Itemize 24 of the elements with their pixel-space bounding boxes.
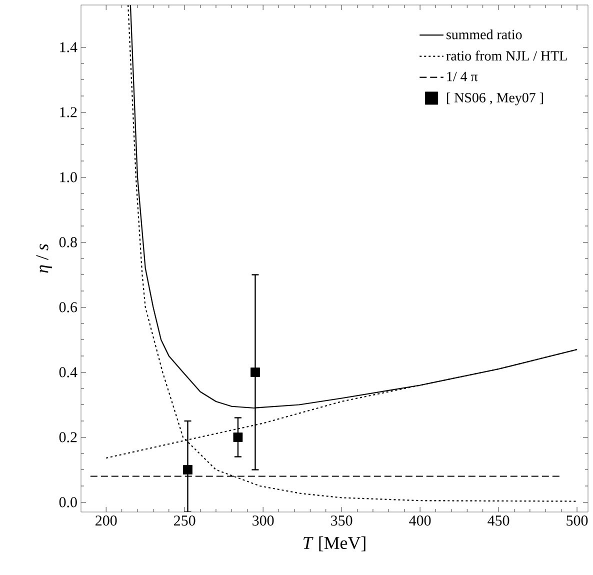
point [250,368,260,377]
point [233,432,243,442]
y-axis-title: η / s [36,244,52,273]
x-tick-label: 250 [174,516,196,526]
y-tick-label: 1.2 [60,107,77,118]
y-tick-label: 1.0 [60,172,77,182]
y-tick-label: 0.6 [59,302,78,312]
x-tick-label: 450 [488,516,510,526]
legend-label: ratio from NJL / HTL [446,50,567,61]
point [183,465,192,474]
y-tick-label: 0.2 [59,432,77,442]
x-tick-label: 400 [409,516,431,526]
y-tick-label: 0.4 [59,367,78,378]
x-tick-label: 500 [566,516,588,526]
x-axis-title: T [MeV] [304,536,366,552]
legend-label: 1/ 4 π [447,72,478,82]
y-tick-label: 0.8 [59,237,77,248]
x-tick-label: 300 [252,516,274,526]
legend-label: [ NS06 , Mey07 ] [447,92,543,106]
y-tick-label: 0.0 [59,497,77,508]
legend-label: summed ratio [446,29,522,40]
x-tick-label: 350 [331,516,352,526]
y-tick-label: 1.4 [60,42,78,52]
x-tick-label: 200 [96,516,117,526]
